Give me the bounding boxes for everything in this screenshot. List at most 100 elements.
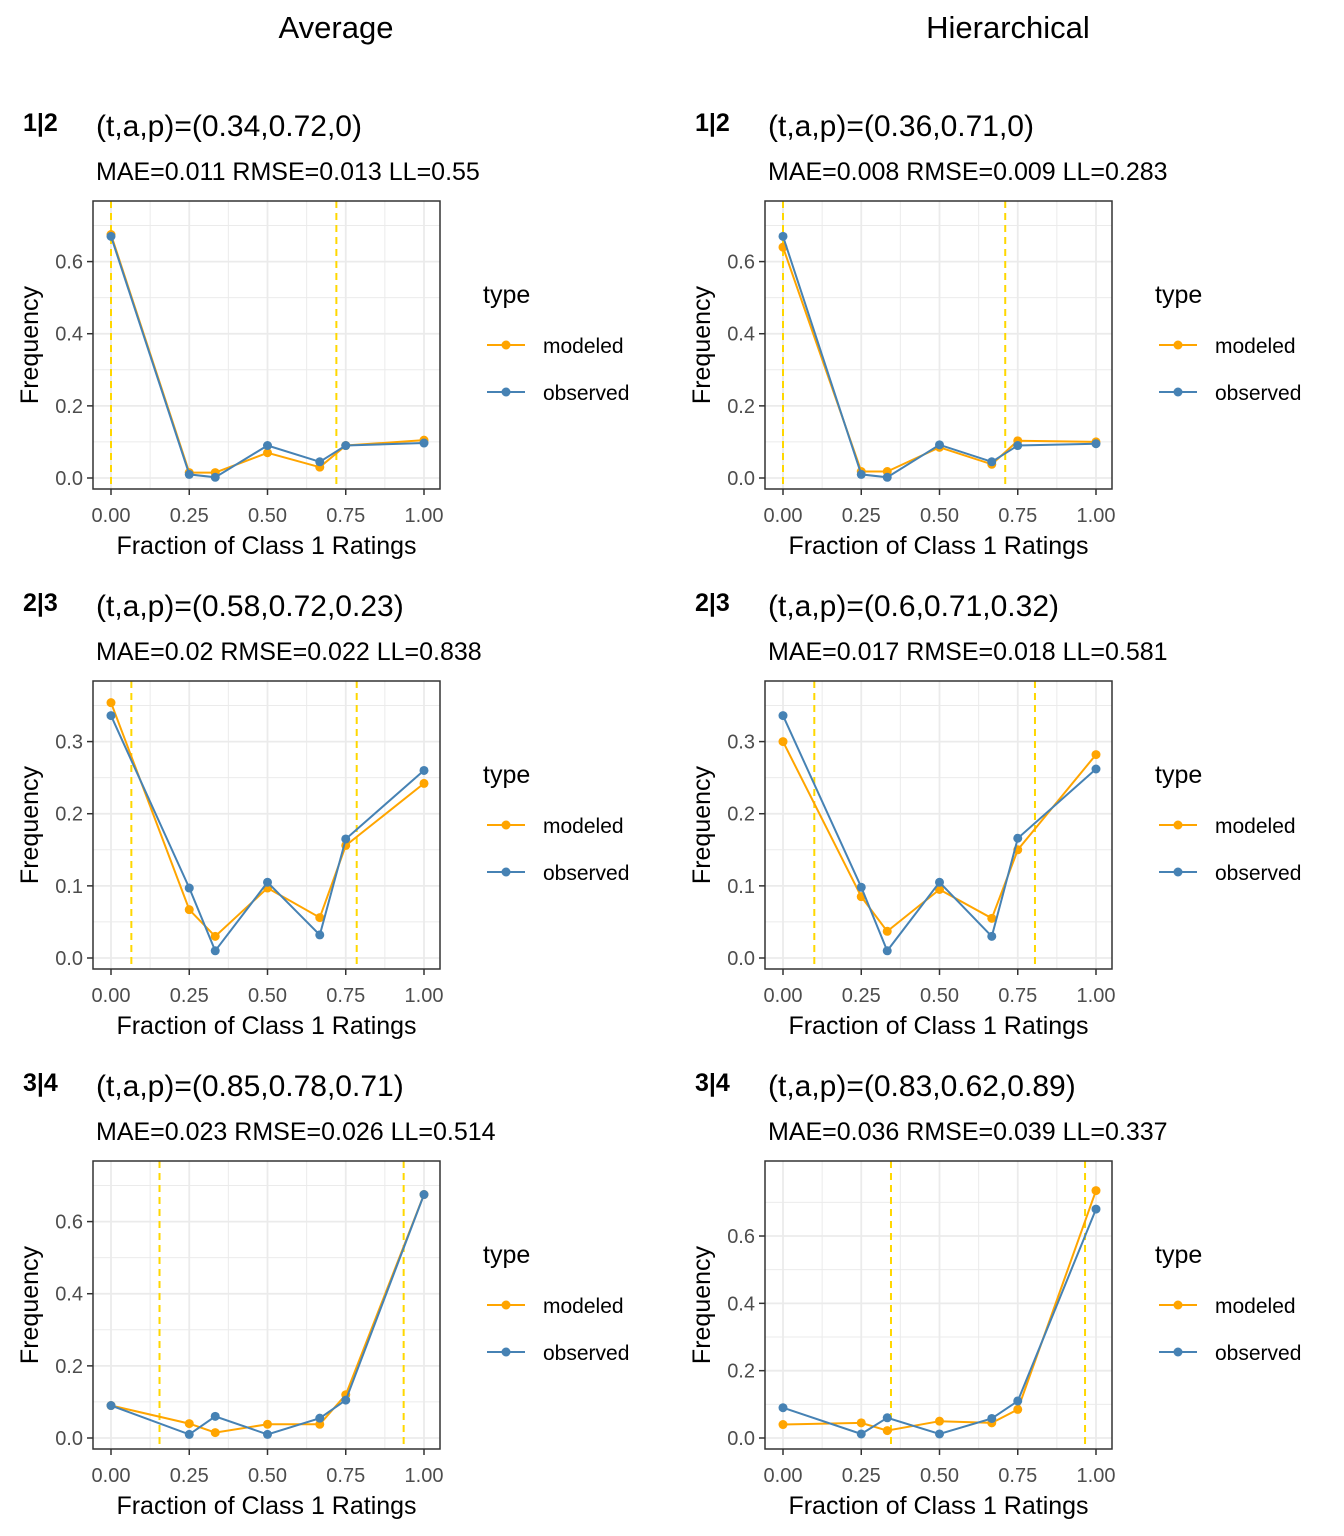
x-tick-label: 0.50 xyxy=(248,1465,287,1487)
data-point-modeled xyxy=(106,698,116,708)
panel-title: (t,a,p)=(0.85,0.78,0.71) xyxy=(96,1070,404,1103)
x-tick-label: 1.00 xyxy=(1077,1465,1116,1487)
legend-title: type xyxy=(1155,281,1202,309)
legend-title: type xyxy=(1155,761,1202,789)
chart-hier-2-3: 2|3 (t,a,p)=(0.6,0.71,0.32) MAE=0.017 RMSE… xyxy=(688,589,1301,1040)
legend-key-point-observed xyxy=(501,867,511,877)
y-tick-label: 0.0 xyxy=(55,468,83,490)
data-point-observed xyxy=(106,711,116,721)
y-tick-label: 0.4 xyxy=(727,324,755,346)
panel-tag: 2|3 xyxy=(23,589,58,617)
legend-label-modeled: modeled xyxy=(543,1295,624,1318)
panel-title: (t,a,p)=(0.83,0.62,0.89) xyxy=(768,1070,1076,1103)
x-tick-label: 0.00 xyxy=(92,505,131,527)
y-axis-label: Frequency xyxy=(688,285,716,404)
data-point-observed xyxy=(882,946,892,956)
data-point-modeled xyxy=(184,1419,194,1429)
data-point-observed xyxy=(1013,833,1023,843)
data-point-observed xyxy=(1091,764,1101,774)
legend-title: type xyxy=(1155,1241,1202,1269)
data-point-observed xyxy=(882,1413,892,1423)
data-point-modeled xyxy=(1091,750,1101,760)
data-point-observed xyxy=(987,457,997,467)
data-point-observed xyxy=(419,438,429,448)
legend-label-observed: observed xyxy=(543,862,629,885)
data-point-observed xyxy=(341,834,351,844)
x-tick-label: 0.75 xyxy=(326,985,365,1007)
legend-key-point-observed xyxy=(1173,387,1183,397)
panel-subtitle: MAE=0.023 RMSE=0.026 LL=0.514 xyxy=(96,1118,496,1146)
data-point-observed xyxy=(315,1413,325,1423)
data-point-modeled xyxy=(856,1418,866,1428)
legend-key-point-observed xyxy=(1173,867,1183,877)
legend-label-modeled: modeled xyxy=(543,815,624,838)
y-tick-label: 0.0 xyxy=(55,948,83,970)
legend: type modeled observed xyxy=(1155,1241,1301,1365)
data-point-modeled xyxy=(778,737,788,747)
x-axis-label: Fraction of Class 1 Ratings xyxy=(788,1492,1088,1520)
x-tick-label: 0.50 xyxy=(248,505,287,527)
y-axis-label: Frequency xyxy=(16,285,44,404)
panel-tag: 3|4 xyxy=(23,1069,58,1097)
chart-avg-3-4: 3|4 (t,a,p)=(0.85,0.78,0.71) MAE=0.023 RMS… xyxy=(16,1069,629,1520)
y-tick-label: 0.2 xyxy=(55,804,83,826)
data-point-observed xyxy=(315,457,325,467)
x-axis-label: Fraction of Class 1 Ratings xyxy=(116,1012,416,1040)
data-point-modeled xyxy=(263,448,272,458)
legend-label-observed: observed xyxy=(1215,1342,1301,1365)
data-point-observed xyxy=(1091,1204,1101,1214)
x-tick-label: 0.75 xyxy=(326,505,365,527)
y-tick-label: 0.0 xyxy=(727,948,755,970)
legend-key-point-modeled xyxy=(501,1300,511,1310)
y-tick-label: 0.2 xyxy=(727,1361,755,1383)
data-point-observed xyxy=(778,1403,788,1413)
y-tick-label: 0.3 xyxy=(727,732,755,754)
x-tick-label: 0.50 xyxy=(248,985,287,1007)
y-tick-label: 0.6 xyxy=(55,1212,83,1234)
data-point-observed xyxy=(106,231,116,241)
data-point-modeled xyxy=(935,884,944,894)
data-point-modeled xyxy=(987,913,997,923)
x-tick-label: 0.25 xyxy=(842,505,881,527)
y-axis-label: Frequency xyxy=(688,765,716,884)
legend-label-observed: observed xyxy=(543,1342,629,1365)
y-axis-label: Frequency xyxy=(688,1245,716,1364)
legend: type modeled observed xyxy=(483,761,629,885)
x-tick-label: 0.00 xyxy=(764,985,803,1007)
data-point-observed xyxy=(184,469,194,479)
x-tick-label: 0.25 xyxy=(842,985,881,1007)
plot-border xyxy=(92,680,441,970)
data-point-observed xyxy=(210,1411,220,1421)
data-point-observed xyxy=(263,1429,272,1439)
data-point-observed xyxy=(1013,1396,1023,1406)
data-point-observed xyxy=(210,472,220,482)
x-tick-label: 1.00 xyxy=(1077,985,1116,1007)
y-tick-label: 0.0 xyxy=(727,468,755,490)
data-point-observed xyxy=(987,931,997,941)
x-tick-label: 1.00 xyxy=(405,1465,444,1487)
y-tick-label: 0.4 xyxy=(727,1293,755,1315)
data-point-observed xyxy=(856,882,866,892)
legend-key-point-modeled xyxy=(1173,1300,1183,1310)
y-tick-label: 0.6 xyxy=(727,252,755,274)
chart-avg-2-3: 2|3 (t,a,p)=(0.58,0.72,0.23) MAE=0.02 RMSE… xyxy=(16,589,629,1040)
data-point-observed xyxy=(935,877,944,887)
data-point-observed xyxy=(856,469,866,479)
data-point-observed xyxy=(856,1429,866,1439)
y-tick-label: 0.2 xyxy=(727,804,755,826)
chart-avg-1-2: 1|2 (t,a,p)=(0.34,0.72,0) MAE=0.011 RMSE=0… xyxy=(16,109,629,560)
x-tick-label: 0.75 xyxy=(326,1465,365,1487)
legend-label-modeled: modeled xyxy=(543,335,624,358)
column-title-hierarchical: Hierarchical xyxy=(926,10,1090,45)
x-axis-label: Fraction of Class 1 Ratings xyxy=(788,532,1088,560)
legend-key-point-modeled xyxy=(501,340,511,350)
legend: type modeled observed xyxy=(1155,761,1301,885)
data-point-observed xyxy=(341,441,351,451)
y-tick-label: 0.1 xyxy=(727,876,755,898)
panel-subtitle: MAE=0.02 RMSE=0.022 LL=0.838 xyxy=(96,638,482,666)
x-tick-label: 0.50 xyxy=(920,1465,959,1487)
panel-title: (t,a,p)=(0.6,0.71,0.32) xyxy=(768,590,1059,623)
panel-subtitle: MAE=0.011 RMSE=0.013 LL=0.55 xyxy=(96,158,480,186)
y-axis-label: Frequency xyxy=(16,1245,44,1364)
y-tick-label: 0.4 xyxy=(55,324,83,346)
